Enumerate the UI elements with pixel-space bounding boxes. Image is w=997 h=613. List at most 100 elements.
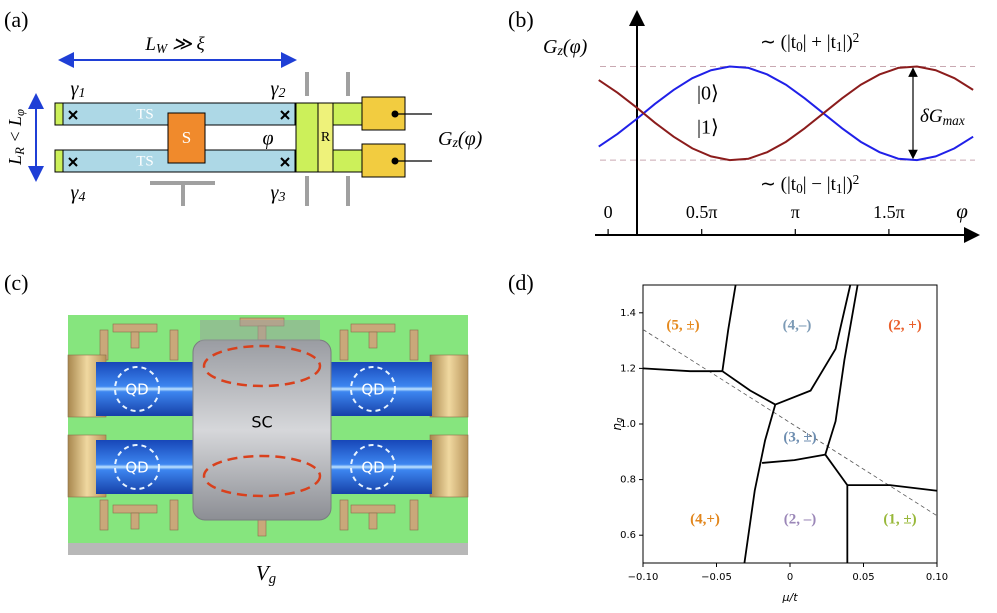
annotation-part: ∼ (|t	[760, 174, 797, 195]
y-axis-label: Gz(φ)	[543, 36, 588, 60]
quantum-dot	[114, 444, 160, 490]
annotation: ∼ (|t0| + |t1|)2	[760, 30, 859, 54]
qd-label: QD	[125, 459, 148, 477]
y-tick-label: 1.4	[620, 308, 636, 319]
y-axis-label-part: (φ)	[563, 36, 588, 58]
gamma-label-part: 4	[78, 190, 85, 205]
width-label-part: L	[144, 34, 156, 55]
phase-boundary	[824, 454, 849, 486]
x-tick-label: −0.10	[628, 572, 659, 583]
majorana-mark	[280, 157, 290, 167]
side-gate	[339, 329, 349, 361]
phase-boundary	[721, 370, 776, 406]
gamma-label-part: 2	[278, 86, 285, 101]
annotation-part: 1	[836, 181, 843, 196]
sc-shadow	[200, 320, 320, 342]
quantum-dot	[114, 366, 160, 412]
gate-electrode	[368, 512, 378, 530]
length-label-part: R	[13, 147, 27, 156]
y-axis-label-part: G	[543, 36, 558, 58]
substrate-edge	[68, 543, 468, 555]
end-cap	[54, 102, 64, 126]
qd-label: QD	[361, 459, 384, 477]
qd-label: QD	[125, 381, 148, 399]
x-tick-label: π	[791, 202, 800, 222]
region-label: (1, ±)	[883, 511, 916, 527]
x-tick-label: 0	[604, 202, 613, 222]
gamma-label-part: 3	[277, 190, 285, 205]
phase-label: φ	[262, 128, 273, 150]
panel-label: (c)	[4, 270, 28, 295]
side-gate	[339, 499, 349, 531]
width-label: LW ≫ ξ	[144, 34, 205, 56]
annotation-part: max	[943, 113, 965, 128]
curve-label: |0⟩	[697, 83, 719, 105]
curve	[598, 65, 974, 162]
quantum-dot	[350, 366, 396, 412]
y-axis-label-part: g	[614, 418, 624, 423]
nanowire	[96, 440, 196, 494]
y-axis-label-part: n	[610, 423, 624, 431]
x-tick-label: −0.05	[701, 572, 732, 583]
conductance-label-part: G	[438, 128, 453, 150]
ts-label: TS	[136, 106, 154, 122]
y-tick-label: 1.0	[620, 419, 636, 430]
qd-label: QD	[361, 381, 384, 399]
end-cap	[54, 149, 64, 173]
plot-frame	[642, 284, 938, 564]
nanowire	[328, 362, 432, 416]
annotation-part: | − |t	[803, 174, 837, 195]
x-axis-label: μ/t	[781, 591, 798, 604]
width-label-part: W	[156, 41, 169, 56]
y-axis-label: ng	[610, 418, 624, 431]
curve	[598, 65, 974, 162]
length-label-part: φ	[13, 109, 27, 116]
y-axis-label-part: z	[556, 44, 563, 59]
phase-boundary	[721, 284, 737, 372]
gamma-label: γ4	[71, 182, 86, 206]
conductance-label-part: z	[451, 136, 458, 151]
side-gate	[409, 499, 419, 531]
gamma-label-part: γ	[271, 182, 280, 204]
majorana-mark	[68, 110, 78, 120]
x-tick-label: 0.5π	[686, 202, 718, 222]
gate-electrode	[350, 323, 396, 333]
contact	[361, 143, 406, 178]
gate-electrode	[130, 331, 140, 349]
gate-electrode	[368, 331, 378, 349]
y-tick-label: 1.2	[620, 363, 636, 374]
gate-electrode	[112, 504, 158, 514]
width-label-part: ≫ ξ	[167, 34, 205, 55]
conductance-label-part: (φ)	[458, 128, 483, 150]
length-label: LR < Lφ	[5, 109, 27, 166]
phase-boundary	[761, 453, 826, 464]
phase-boundary	[642, 367, 723, 373]
gate-label-part: g	[269, 571, 276, 587]
annotation-part: | + |t	[803, 32, 837, 53]
gamma-label-part: γ	[271, 78, 280, 100]
gate-electrode	[257, 519, 267, 537]
x-tick-label: 0.05	[852, 572, 874, 583]
conductance-label: Gz(φ)	[438, 128, 483, 152]
majorana-mark	[68, 157, 78, 167]
side-gate	[169, 329, 179, 361]
cross	[68, 157, 78, 167]
side-gate	[99, 499, 109, 531]
gamma-label-part: γ	[71, 182, 80, 204]
annotation-part: ∼ (|t	[760, 32, 797, 53]
panel-label: (a)	[4, 7, 28, 32]
annotation-part: 0	[796, 181, 803, 196]
length-label-part: L	[5, 155, 25, 166]
gamma-label: γ1	[71, 78, 86, 102]
gamma-label: γ3	[271, 182, 286, 206]
x-tick-label: 0.10	[926, 572, 948, 583]
gate-electrode	[112, 323, 158, 333]
nanowire	[96, 362, 196, 416]
gate-electrode	[130, 512, 140, 530]
annotation-part: 2	[853, 30, 860, 45]
annotation: ∼ (|t0| − |t1|)2	[760, 172, 859, 196]
nanowire	[328, 440, 432, 494]
majorana-mark	[280, 110, 290, 120]
y-tick-label: 0.6	[620, 530, 636, 541]
region-label: (2, –)	[784, 511, 817, 527]
